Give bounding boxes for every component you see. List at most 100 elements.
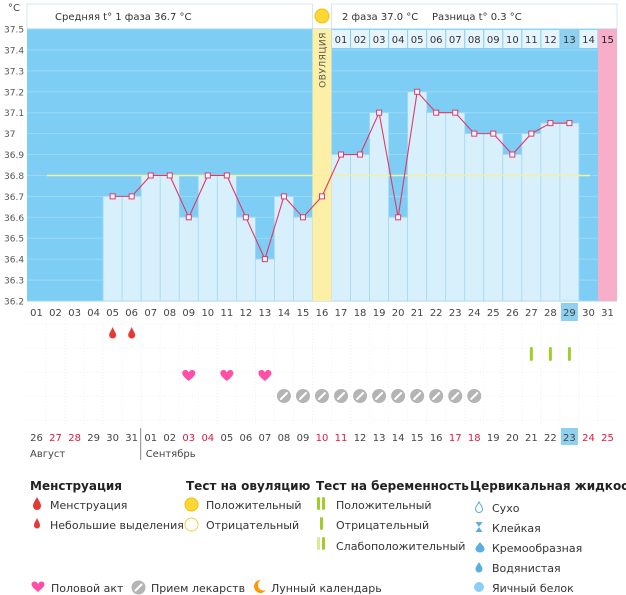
x-day-label: 02 [49,308,62,319]
y-tick-label: 36.9 [4,151,24,161]
phase2-day-number: 04 [392,35,405,46]
temperature-bar [331,154,351,302]
pregnancy-test-mark [529,347,533,361]
temperature-bar [102,195,123,302]
temperature-point [452,109,459,116]
calendar-day-label: 01 [144,433,157,444]
legend-medication: Прием лекарств [151,582,246,595]
temperature-bar [140,175,161,302]
x-day-label: 07 [144,308,157,319]
temperature-bar [388,216,409,302]
y-tick-label: 37.5 [4,26,24,36]
calendar-day-label: 25 [601,433,614,444]
pregnancy-test-mark [567,347,571,361]
temperature-point [414,88,421,95]
ovulation-column [312,29,332,301]
month-label-september: Сентябрь [146,449,196,460]
x-day-label: 28 [544,308,557,319]
x-day-label: 13 [259,308,272,319]
temperature-point [509,151,516,158]
legend-title-pregnancy-test: Тест на беременность [316,479,469,493]
phase2-day-cell [351,30,370,48]
legend-title-ovulation-test: Тест на овуляцию [186,479,311,493]
x-day-label: 06 [125,308,138,319]
temperature-point [109,193,116,200]
phase2-day-number: 15 [601,35,614,46]
menstruation-drop-icon [33,497,41,510]
temperature-point [204,172,211,179]
x-day-label: 08 [163,308,176,319]
temperature-point [433,109,440,116]
calendar-day-label: 07 [259,433,272,444]
header-phase2-average: 2 фаза 37.0 °C [342,12,418,23]
temperature-point [338,151,345,158]
phase2-day-number: 05 [411,35,424,46]
cervical-dry-icon [474,501,484,513]
calendar-today-marker [560,428,578,445]
temperature-bar [197,175,218,302]
temperature-bar [369,112,390,302]
today-marker [560,303,578,321]
intercourse-heart-icon [182,370,196,381]
phase2-day-cell [560,30,579,48]
legend-cervical-sticky: Клейкая [492,522,541,535]
phase2-day-number: 11 [525,35,538,46]
legend-title-menstruation: Менструация [30,479,122,493]
x-day-label: 16 [316,308,329,319]
temperature-point [566,120,573,127]
calendar-day-label: 17 [449,433,462,444]
legend-spotting: Небольшие выделения [50,519,184,532]
calendar-day-label: 12 [354,433,367,444]
legend-title-cervical-fluid: Цервикальная жидкость [470,479,626,493]
calendar-day-label: 03 [182,433,195,444]
phase2-day-cell [370,30,389,48]
legend-cervical-eggwhite: Яичный белок [492,582,574,595]
legend-pregnancy-faint: Слабоположительный [336,540,466,553]
x-day-label: 21 [411,308,424,319]
phase2-day-number: 14 [582,35,595,46]
ovulation-positive-icon [184,497,199,512]
phase2-day-cell [389,30,408,48]
phase2-day-cell [427,30,446,48]
medication-pill-line [394,392,403,400]
pregnancy-positive-icon [317,497,325,510]
legend-intercourse: Половой акт [51,582,124,595]
header-phase1-box [26,3,313,30]
cycle-end-column [597,29,617,301]
calendar-day-label: 30 [106,433,119,444]
medication-pill-line [337,392,346,400]
phase2-day-number: 13 [563,35,576,46]
calendar-day-label: 16 [430,433,443,444]
phase2-day-cell [408,30,427,48]
intercourse-heart-icon [31,581,45,592]
temperature-bar [521,133,542,302]
temperature-point [185,214,192,221]
x-day-label: 29 [563,308,576,319]
calendar-day-label: 21 [525,433,538,444]
calendar-day-label: 27 [49,433,62,444]
legend-cervical-creamy: Кремообразная [492,542,583,555]
temperature-point [357,151,364,158]
temperature-bar [426,112,447,302]
x-day-label: 03 [68,308,81,319]
y-tick-label: 36.7 [4,193,24,203]
temperature-bar [274,195,294,302]
medication-pill-line [279,392,288,400]
temperature-bar [445,112,466,302]
x-day-label: 14 [278,308,291,319]
phase2-day-number: 09 [487,35,500,46]
lunar-moon-icon [254,579,266,593]
pregnancy-test-mark [548,347,552,361]
calendar-day-label: 28 [68,433,81,444]
phase2-day-cell [541,30,560,48]
phase2-day-number: 02 [354,35,367,46]
legend-pregnancy-positive: Положительный [336,499,432,512]
x-day-label: 17 [335,308,348,319]
temperature-point [147,172,154,179]
phase2-day-cell [484,30,503,48]
y-tick-label: 36.8 [4,172,24,182]
phase2-day-number: 03 [373,35,386,46]
x-day-label: 10 [201,308,214,319]
spotting-drop-icon [34,518,40,529]
